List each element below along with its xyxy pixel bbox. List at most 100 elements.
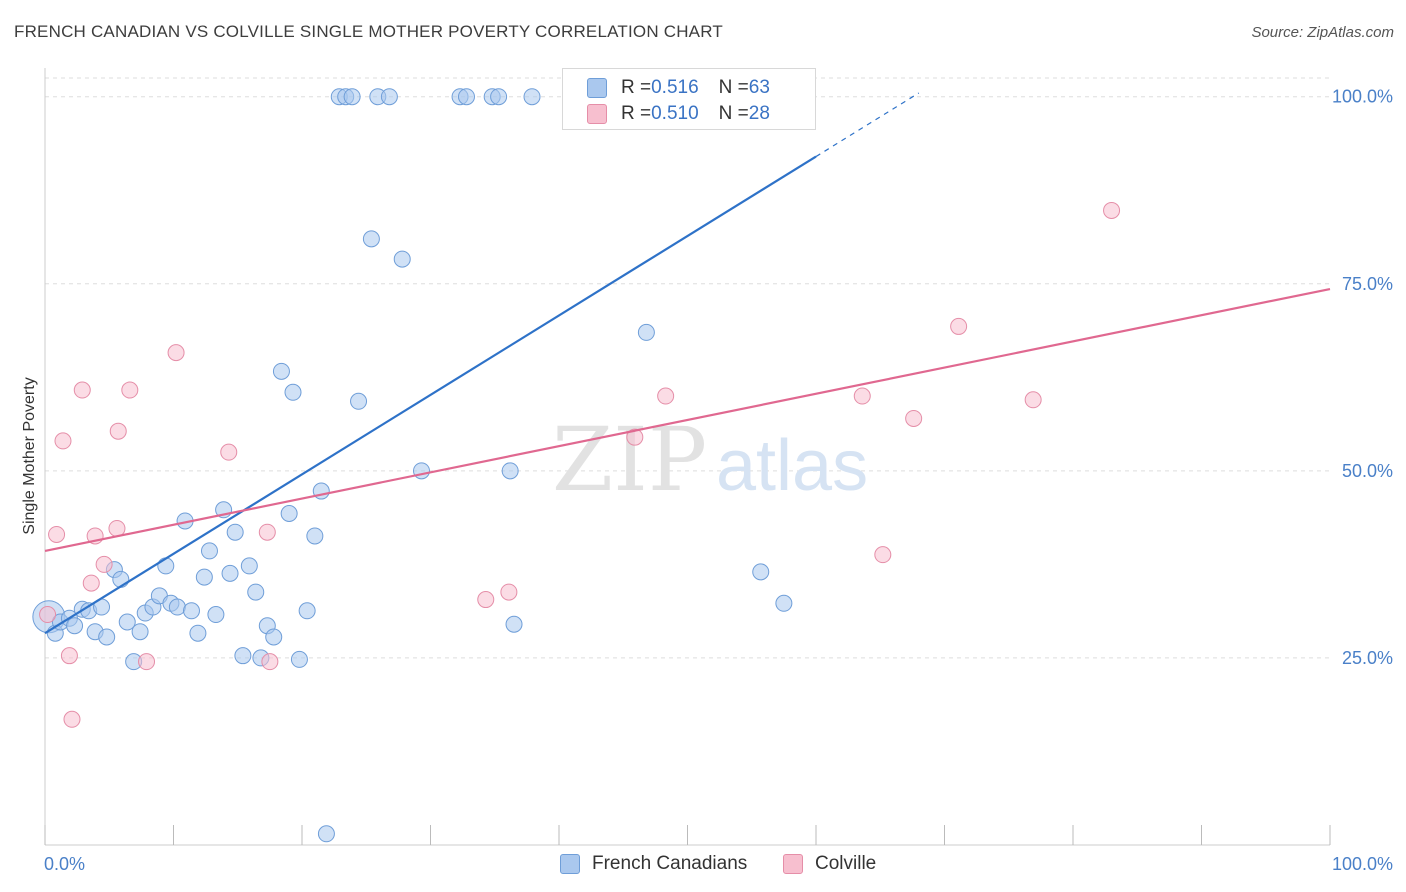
point-french-canadians <box>457 88 475 106</box>
point-french-canadians <box>752 563 770 581</box>
point-colville <box>258 523 276 541</box>
point-french-canadians <box>317 825 335 843</box>
point-french-canadians <box>380 88 398 106</box>
data-points <box>32 88 1121 843</box>
point-colville <box>657 387 675 405</box>
swatch-colville <box>587 104 607 124</box>
point-french-canadians <box>505 615 523 633</box>
point-colville <box>1024 391 1042 409</box>
watermark: ZIP atlas <box>552 408 868 511</box>
r-value: 0.510 <box>651 103 699 124</box>
swatch-french-canadians <box>587 78 607 98</box>
stats-row-french-canadians: R = 0.516 N = 63 <box>563 75 770 101</box>
r-value: 0.516 <box>651 77 699 98</box>
x-tick-label: 100.0% <box>1332 854 1393 874</box>
r-label: R = <box>621 77 652 98</box>
point-french-canadians <box>280 505 298 523</box>
point-colville <box>874 546 892 564</box>
point-french-canadians <box>501 462 519 480</box>
point-french-canadians <box>189 624 207 642</box>
trendline-colville <box>44 287 1331 552</box>
point-french-canadians <box>66 617 84 635</box>
point-colville <box>905 409 923 427</box>
legend-item-colville[interactable]: Colville <box>783 852 876 876</box>
n-label: N = <box>718 77 749 98</box>
point-french-canadians <box>306 527 324 545</box>
point-french-canadians <box>523 88 541 106</box>
point-colville <box>500 583 518 601</box>
y-tick-label: 75.0% <box>1342 274 1393 294</box>
point-french-canadians <box>343 88 361 106</box>
r-label: R = <box>621 103 652 124</box>
point-french-canadians <box>393 250 411 268</box>
point-colville <box>63 710 81 728</box>
legend-swatch-colville <box>783 854 803 874</box>
axes <box>44 68 1331 846</box>
point-french-canadians <box>284 383 302 401</box>
point-french-canadians <box>272 362 290 380</box>
trend-lines <box>44 92 1331 635</box>
point-french-canadians <box>247 583 265 601</box>
point-french-canadians <box>207 606 225 624</box>
point-french-canadians <box>221 564 239 582</box>
point-colville <box>138 653 156 671</box>
watermark-zip: ZIP <box>552 408 707 511</box>
legend-swatch-french-canadians <box>560 854 580 874</box>
source-label: Source: ZipAtlas.com <box>1251 24 1394 41</box>
point-french-canadians <box>234 647 252 665</box>
point-colville <box>48 525 66 543</box>
point-colville <box>1103 201 1121 219</box>
n-label: N = <box>718 103 749 124</box>
n-value: 28 <box>748 103 770 124</box>
point-french-canadians <box>226 523 244 541</box>
point-french-canadians <box>131 623 149 641</box>
point-french-canadians <box>168 598 186 616</box>
point-french-canadians <box>362 230 380 248</box>
y-tick-label: 25.0% <box>1342 648 1393 668</box>
point-french-canadians <box>98 628 116 646</box>
point-colville <box>477 591 495 609</box>
point-colville <box>95 555 113 573</box>
point-colville <box>82 574 100 592</box>
point-french-canadians <box>490 88 508 106</box>
point-french-canadians <box>265 628 283 646</box>
point-colville <box>167 344 185 362</box>
point-french-canadians <box>298 602 316 620</box>
point-colville <box>626 428 644 446</box>
point-colville <box>60 647 78 665</box>
legend-label: French Canadians <box>592 853 748 874</box>
stats-legend: R = 0.516 N = 63 R = 0.510 N = 28 <box>562 68 816 130</box>
point-french-canadians <box>195 568 213 586</box>
point-colville <box>261 653 279 671</box>
point-colville <box>121 381 139 399</box>
point-colville <box>39 606 57 624</box>
n-value: 63 <box>748 77 770 98</box>
trendline-french-canadians-extension <box>815 92 920 158</box>
point-french-canadians <box>112 570 130 588</box>
y-axis-title: Single Mother Poverty <box>21 377 38 534</box>
point-french-canadians <box>182 602 200 620</box>
point-colville <box>853 387 871 405</box>
point-french-canadians <box>775 594 793 612</box>
point-colville <box>54 432 72 450</box>
x-tick-label: 0.0% <box>44 854 85 874</box>
point-french-canadians <box>240 557 258 575</box>
point-colville <box>220 443 238 461</box>
point-colville <box>950 317 968 335</box>
legend-item-french-canadians[interactable]: French Canadians <box>560 852 747 876</box>
y-tick-label: 100.0% <box>1332 87 1393 107</box>
y-tick-label: 50.0% <box>1342 461 1393 481</box>
point-french-canadians <box>350 392 368 410</box>
chart-title: FRENCH CANADIAN VS COLVILLE SINGLE MOTHE… <box>14 22 723 41</box>
point-french-canadians <box>637 323 655 341</box>
point-french-canadians <box>200 542 218 560</box>
watermark-atlas: atlas <box>716 426 868 506</box>
point-colville <box>73 381 91 399</box>
point-french-canadians <box>118 613 136 631</box>
point-french-canadians <box>290 650 308 668</box>
point-french-canadians <box>413 462 431 480</box>
point-french-canadians <box>157 557 175 575</box>
point-colville <box>109 422 127 440</box>
trendline-french-canadians <box>44 155 817 635</box>
